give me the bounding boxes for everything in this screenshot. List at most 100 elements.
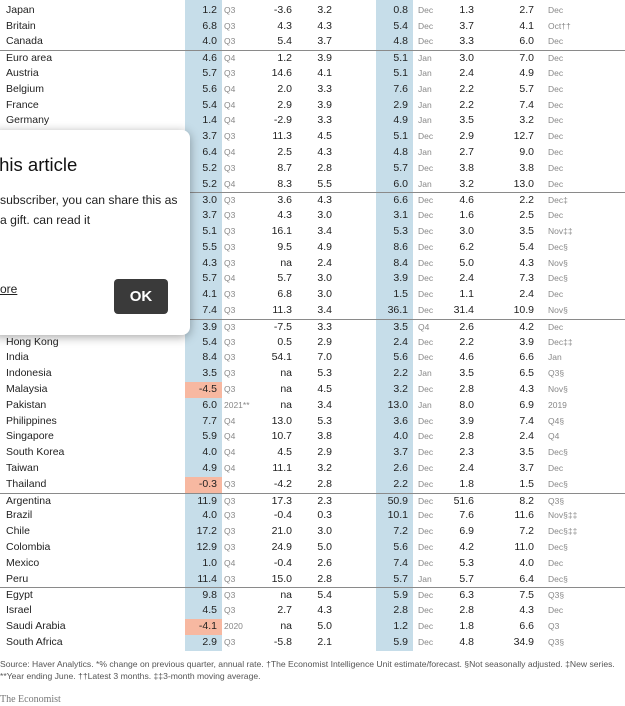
popup-title: this article xyxy=(0,154,78,175)
table-row: Argentina 11.9 Q3 17.3 2.3 50.9 Dec 51.6 8.2 Q3§ xyxy=(0,492,625,510)
unemployment-rate: 6.6 xyxy=(519,351,534,364)
gdp-value: 7.7 xyxy=(202,414,217,427)
gdp-value: 5.4 xyxy=(202,98,217,111)
cpi-highlight xyxy=(376,319,413,336)
cpi-highlight xyxy=(376,571,413,588)
footnote: Source: Haver Analytics. *% change on pr… xyxy=(0,659,615,681)
table-row: South Africa 2.9 Q3 -5.8 2.1 5.9 Dec 4.8 34.9 Q3§ xyxy=(0,634,625,651)
cpi-forecast: 1.3 xyxy=(459,3,474,16)
gdp-value: -4.1 xyxy=(198,620,217,632)
cpi-value: 0.8 xyxy=(393,3,408,16)
cpi-value: 3.2 xyxy=(393,383,408,395)
gdp-period: Q3 xyxy=(224,36,236,47)
unemployment-rate: 11.0 xyxy=(514,541,534,553)
gdp-period: Q4 xyxy=(224,273,236,284)
cpi-value: 50.9 xyxy=(387,494,408,507)
gdp-forecast: 3.0 xyxy=(317,209,332,222)
cpi-highlight xyxy=(376,271,413,288)
cpi-period: Dec xyxy=(418,463,434,473)
gdp-period: Q3 xyxy=(224,636,236,647)
table-row: Hong Kong 5.4 Q3 0.5 2.9 2.4 Dec 2.2 3.9 Dec‡‡ xyxy=(0,334,625,351)
cpi-forecast: 2.8 xyxy=(459,383,474,395)
gdp-period: Q4 xyxy=(224,447,236,458)
cpi-value: 10.1 xyxy=(387,509,408,522)
country-name: Saudi Arabia xyxy=(6,620,66,632)
cpi-value: 3.6 xyxy=(393,414,408,427)
gdp-highlight xyxy=(185,34,222,51)
cpi-value: 4.0 xyxy=(393,430,408,443)
cpi-forecast: 6.9 xyxy=(459,525,474,538)
industrial-production: na xyxy=(280,589,292,602)
gdp-forecast: 3.7 xyxy=(317,35,332,48)
gdp-period: Q4 xyxy=(224,178,236,189)
unemployment-period: Q3§ xyxy=(548,590,565,601)
cpi-highlight xyxy=(376,366,413,382)
unemployment-period: Dec xyxy=(548,131,564,142)
gdp-value: 12.9 xyxy=(196,541,217,553)
cpi-highlight xyxy=(376,303,413,319)
cpi-highlight xyxy=(376,51,413,67)
gdp-value: 5.7 xyxy=(202,67,217,79)
gdp-period: Q4 xyxy=(224,147,236,157)
gdp-forecast: 3.2 xyxy=(317,462,332,474)
gdp-highlight xyxy=(185,319,222,336)
cpi-period: Dec xyxy=(418,542,434,552)
table-row: Singapore 5.9 Q4 10.7 3.8 4.0 Dec 2.8 2.4 Q4 xyxy=(0,429,625,446)
industrial-production: 21.0 xyxy=(271,525,292,538)
country-name: Taiwan xyxy=(6,462,39,474)
ok-button[interactable]: OK xyxy=(114,279,168,314)
gdp-highlight xyxy=(185,350,222,367)
country-name: Euro area xyxy=(6,52,53,65)
cpi-period: Jan xyxy=(418,68,432,78)
table-row: Peru 11.4 Q3 15.0 2.8 5.7 Jan 5.7 6.4 Dec§ xyxy=(0,571,625,588)
cpi-value: 3.7 xyxy=(393,446,408,459)
unemployment-period: Dec xyxy=(548,53,564,64)
unemployment-period: Dec xyxy=(548,115,564,126)
industrial-production: na xyxy=(280,398,292,411)
country-name: Argentina xyxy=(6,494,51,507)
cpi-period: Jan xyxy=(418,573,432,584)
cpi-highlight xyxy=(376,540,413,556)
cpi-value: 5.7 xyxy=(393,161,408,174)
gdp-value: 6.4 xyxy=(202,146,217,158)
cpi-highlight xyxy=(376,0,413,3)
gdp-forecast: 2.8 xyxy=(317,477,332,490)
gdp-value: 5.9 xyxy=(202,430,217,443)
country-name: Mexico xyxy=(6,556,40,569)
cpi-value: 5.3 xyxy=(393,225,408,237)
cpi-value: 1.2 xyxy=(393,620,408,632)
table-row: Egypt 9.8 Q3 na 5.4 5.9 Dec 6.3 7.5 Q3§ xyxy=(0,587,625,605)
cpi-period: Dec xyxy=(418,447,434,458)
industrial-production: 6.8 xyxy=(277,288,292,301)
country-name: Malaysia xyxy=(6,383,48,395)
gdp-forecast: 3.3 xyxy=(317,320,332,333)
gdp-period: Q3 xyxy=(224,4,236,15)
cpi-highlight xyxy=(376,287,413,303)
country-name: Singapore xyxy=(6,430,54,443)
learn-more-link[interactable]: ore xyxy=(0,282,18,296)
industrial-production: 24.9 xyxy=(271,541,292,553)
unemployment-rate: 4.1 xyxy=(519,19,534,32)
cpi-period: Dec xyxy=(418,336,434,347)
gdp-highlight xyxy=(185,0,222,3)
unemployment-period: Dec xyxy=(548,4,564,15)
cpi-value: 2.9 xyxy=(393,98,408,111)
unemployment-rate: 3.8 xyxy=(519,161,534,174)
cpi-forecast: 2.6 xyxy=(459,320,474,333)
country-name: Austria xyxy=(6,67,39,79)
gdp-value: 5.5 xyxy=(202,240,217,253)
unemployment-period: Dec§ xyxy=(548,573,568,584)
cpi-forecast: 3.8 xyxy=(459,161,474,174)
unemployment-period: Dec§ xyxy=(548,478,568,489)
cpi-highlight xyxy=(376,508,413,525)
cpi-forecast: 51.6 xyxy=(453,494,474,507)
cpi-period: Dec xyxy=(418,431,434,442)
gdp-value: 5.2 xyxy=(202,161,217,174)
gdp-period: Q4 xyxy=(224,99,236,110)
industrial-production: 4.3 xyxy=(277,19,292,32)
cpi-highlight xyxy=(376,524,413,540)
gdp-value: 5.6 xyxy=(202,82,217,95)
table-row: Euro area 4.6 Q4 1.2 3.9 5.1 Jan 3.0 7.0 Dec xyxy=(0,50,625,67)
cpi-forecast: 3.5 xyxy=(459,367,474,380)
unemployment-period: Dec§ xyxy=(548,241,568,252)
